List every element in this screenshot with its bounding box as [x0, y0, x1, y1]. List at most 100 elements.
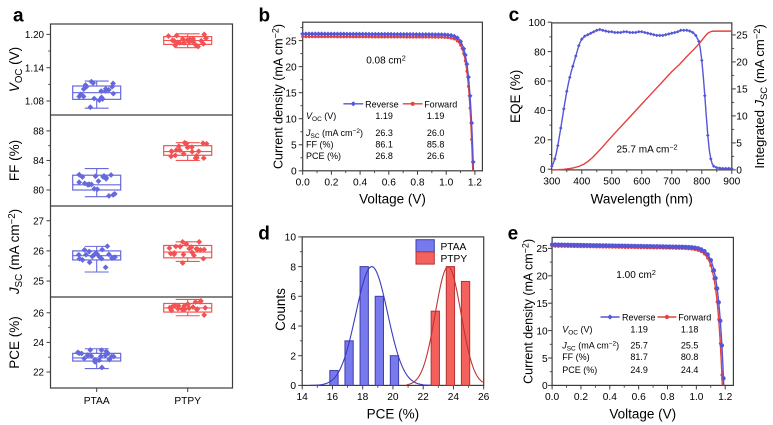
svg-text:88: 88	[33, 127, 44, 138]
svg-text:b: b	[259, 6, 271, 27]
svg-text:5: 5	[291, 141, 297, 152]
svg-text:20: 20	[534, 136, 546, 147]
svg-text:0.4: 0.4	[353, 178, 367, 189]
svg-text:2: 2	[290, 352, 296, 363]
svg-text:26.8: 26.8	[375, 151, 393, 161]
svg-text:25: 25	[285, 36, 297, 47]
svg-text:d: d	[258, 223, 270, 244]
svg-text:1.2: 1.2	[718, 392, 732, 403]
svg-text:24.9: 24.9	[630, 365, 648, 375]
svg-text:PTPY: PTPY	[174, 396, 201, 407]
svg-text:700: 700	[663, 177, 680, 188]
svg-text:VOC (V): VOC (V)	[562, 324, 592, 336]
svg-text:80.8: 80.8	[681, 352, 699, 362]
svg-text:FF (%): FF (%)	[562, 352, 590, 362]
svg-text:24: 24	[33, 338, 44, 349]
svg-text:80: 80	[534, 47, 546, 58]
svg-text:0.4: 0.4	[603, 392, 617, 403]
svg-text:26: 26	[33, 247, 44, 258]
svg-text:10: 10	[736, 112, 748, 123]
svg-text:PTAA: PTAA	[441, 242, 467, 253]
svg-text:JSC (mA cm−2): JSC (mA cm−2)	[7, 209, 25, 295]
svg-text:0: 0	[290, 381, 296, 392]
svg-text:Counts: Counts	[273, 288, 288, 331]
svg-text:VOC (V): VOC (V)	[306, 111, 336, 123]
svg-text:1.0: 1.0	[439, 178, 453, 189]
svg-text:PCE (%): PCE (%)	[306, 151, 341, 161]
svg-text:600: 600	[633, 177, 650, 188]
svg-text:5: 5	[542, 354, 548, 365]
svg-text:16: 16	[327, 392, 339, 403]
svg-text:Reverse: Reverse	[622, 312, 656, 322]
svg-text:1.14: 1.14	[25, 63, 45, 74]
svg-text:VOC (V): VOC (V)	[7, 47, 25, 92]
svg-text:a: a	[13, 6, 24, 27]
svg-text:25: 25	[33, 277, 44, 288]
svg-text:Forward: Forward	[678, 312, 711, 322]
svg-text:Current density (mA cm−2): Current density (mA cm−2)	[271, 24, 286, 169]
svg-text:86.1: 86.1	[375, 140, 393, 150]
svg-text:26.3: 26.3	[375, 128, 393, 138]
svg-text:5: 5	[736, 139, 742, 150]
svg-text:15: 15	[736, 85, 748, 96]
svg-text:FF (%): FF (%)	[7, 140, 22, 181]
svg-text:15: 15	[536, 299, 548, 310]
svg-text:e: e	[508, 223, 519, 244]
svg-text:Voltage (V): Voltage (V)	[609, 406, 676, 421]
svg-text:27: 27	[33, 216, 44, 227]
svg-text:1.00 cm2: 1.00 cm2	[616, 268, 656, 281]
svg-text:84: 84	[33, 156, 44, 167]
svg-text:500: 500	[603, 177, 620, 188]
svg-text:26.6: 26.6	[427, 151, 445, 161]
svg-text:0: 0	[291, 167, 297, 178]
svg-text:6: 6	[290, 292, 296, 303]
svg-text:25.5: 25.5	[681, 341, 699, 351]
svg-text:PCE (%): PCE (%)	[562, 365, 597, 375]
svg-text:Voltage (V): Voltage (V)	[359, 191, 426, 206]
svg-text:PTAA: PTAA	[84, 396, 110, 407]
svg-text:0.6: 0.6	[382, 178, 396, 189]
svg-text:24: 24	[448, 392, 460, 403]
svg-text:20: 20	[387, 392, 399, 403]
svg-text:0.2: 0.2	[574, 392, 588, 403]
svg-text:26: 26	[33, 308, 44, 319]
svg-text:PCE (%): PCE (%)	[7, 316, 22, 369]
svg-text:800: 800	[693, 177, 710, 188]
svg-text:20: 20	[536, 272, 548, 283]
svg-text:22: 22	[418, 392, 430, 403]
svg-text:400: 400	[573, 177, 590, 188]
svg-text:1.2: 1.2	[468, 178, 482, 189]
svg-text:85.8: 85.8	[427, 140, 445, 150]
svg-text:1.19: 1.19	[630, 324, 648, 334]
svg-text:25.7: 25.7	[630, 341, 648, 351]
svg-text:15: 15	[285, 89, 297, 100]
svg-text:24.4: 24.4	[681, 365, 699, 375]
svg-text:JSC (mA cm−2): JSC (mA cm−2)	[561, 341, 619, 353]
svg-text:81.7: 81.7	[630, 352, 648, 362]
svg-text:c: c	[509, 5, 520, 26]
svg-text:PCE (%): PCE (%)	[367, 406, 420, 421]
svg-text:0.6: 0.6	[632, 392, 646, 403]
svg-text:1.20: 1.20	[25, 30, 45, 41]
svg-text:0.0: 0.0	[296, 178, 310, 189]
svg-text:Forward: Forward	[424, 99, 457, 109]
svg-text:25.7 mA cm−2: 25.7 mA cm−2	[617, 143, 678, 156]
svg-text:60: 60	[534, 77, 546, 88]
svg-text:20: 20	[736, 58, 748, 69]
svg-text:Wavelength (nm): Wavelength (nm)	[591, 191, 693, 206]
svg-text:1.19: 1.19	[375, 111, 393, 121]
svg-text:0.8: 0.8	[410, 178, 424, 189]
svg-text:25: 25	[736, 31, 748, 42]
svg-text:25: 25	[536, 244, 548, 255]
svg-text:26.0: 26.0	[427, 128, 445, 138]
svg-text:40: 40	[534, 106, 546, 117]
svg-text:Current density (mA cm−2): Current density (mA cm−2)	[521, 239, 536, 384]
svg-text:0: 0	[542, 381, 548, 392]
svg-text:18: 18	[357, 392, 369, 403]
svg-text:10: 10	[285, 233, 297, 244]
svg-text:900: 900	[723, 177, 740, 188]
svg-text:FF (%): FF (%)	[306, 140, 334, 150]
svg-text:Reverse: Reverse	[365, 99, 399, 109]
svg-text:1.18: 1.18	[681, 324, 699, 334]
svg-text:EQE (%): EQE (%)	[508, 70, 523, 123]
